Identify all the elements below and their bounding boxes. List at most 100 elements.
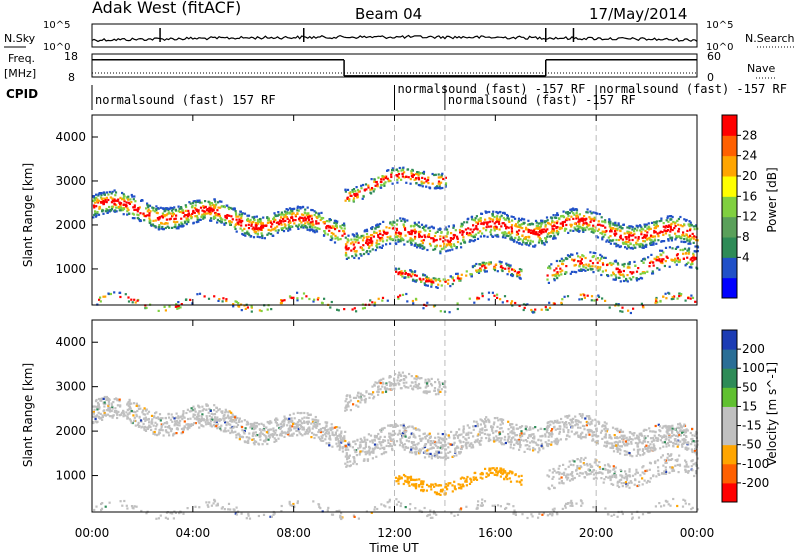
velocity-point	[224, 408, 227, 411]
power-point	[365, 228, 368, 231]
velocity-point	[179, 419, 182, 422]
power-point	[581, 254, 584, 257]
velocity-point	[440, 441, 443, 444]
power-point	[621, 238, 624, 241]
velocity-point	[413, 447, 416, 450]
power-point	[185, 223, 188, 226]
velocity-point	[222, 417, 225, 420]
power-point	[588, 216, 591, 219]
power-point	[249, 218, 252, 222]
power-point	[479, 235, 482, 238]
power-point	[633, 232, 636, 235]
power-point	[478, 219, 481, 223]
velocity-point	[468, 444, 471, 447]
power-point	[235, 215, 238, 218]
power-point	[487, 263, 490, 266]
velocity-point	[180, 415, 183, 418]
power-point	[298, 219, 301, 222]
power-point	[687, 248, 690, 251]
power-point	[241, 232, 244, 236]
power-point	[552, 232, 555, 235]
power-point	[218, 298, 221, 301]
power-point	[619, 245, 622, 248]
power-point	[694, 225, 697, 228]
velocity-point	[417, 449, 420, 452]
velocity-point	[407, 446, 410, 449]
power-point	[253, 228, 256, 231]
power-point	[315, 215, 318, 219]
power-point	[506, 216, 509, 219]
power-point	[517, 238, 520, 241]
power-point	[403, 220, 407, 223]
power-point	[356, 193, 359, 196]
power-point	[661, 261, 664, 265]
velocity-point	[484, 424, 487, 427]
power-point	[310, 225, 313, 228]
power-point	[136, 210, 139, 213]
power-point	[161, 225, 164, 229]
power-point	[690, 263, 693, 266]
velocity-point	[274, 431, 277, 435]
power-point	[395, 270, 398, 273]
power-point	[618, 271, 621, 274]
velocity-point	[517, 438, 521, 441]
velocity-point	[329, 427, 332, 430]
power-point	[612, 271, 615, 274]
power-point	[611, 227, 614, 230]
power-point	[585, 263, 588, 266]
velocity-point	[379, 435, 382, 438]
power-point	[510, 237, 514, 240]
power-point	[376, 185, 379, 188]
velocity-point	[263, 429, 266, 432]
velocity-point	[383, 451, 386, 454]
velocity-point	[455, 454, 458, 457]
power-point	[148, 212, 151, 215]
velocity-point	[126, 413, 130, 416]
velocity-point	[229, 426, 232, 430]
velocity-point	[110, 404, 113, 407]
power-point	[473, 301, 476, 304]
power-point	[277, 221, 280, 224]
power-point	[217, 206, 220, 209]
power-point	[468, 297, 471, 300]
velocity-point	[534, 441, 537, 444]
power-point	[688, 224, 691, 228]
velocity-point	[471, 444, 474, 447]
velocity-point	[434, 436, 437, 439]
power-point	[631, 228, 634, 231]
power-point	[296, 212, 299, 215]
power-point	[599, 232, 602, 235]
power-point	[233, 208, 236, 211]
power-point	[362, 183, 365, 187]
power-point	[303, 211, 306, 214]
velocity-point	[524, 439, 527, 442]
power-point	[409, 182, 412, 185]
power-point	[192, 200, 195, 203]
velocity-point	[230, 417, 233, 420]
velocity-point	[559, 427, 562, 431]
velocity-point	[324, 438, 327, 441]
power-point	[274, 229, 277, 232]
power-point	[580, 227, 583, 230]
velocity-point	[662, 445, 665, 448]
power-point	[362, 236, 365, 239]
y-tick-label: 4000	[55, 130, 86, 144]
power-point	[174, 221, 177, 224]
velocity-point	[366, 459, 369, 462]
power-point	[349, 242, 353, 245]
velocity-point	[479, 418, 482, 421]
power-point	[676, 253, 679, 256]
velocity-point	[427, 433, 430, 436]
power-point	[664, 292, 667, 295]
velocity-point	[305, 432, 308, 435]
power-point	[577, 255, 580, 258]
power-point	[391, 167, 394, 170]
power-point	[233, 225, 236, 228]
velocity-point	[613, 441, 616, 444]
power-point	[427, 176, 430, 179]
power-point	[306, 212, 309, 215]
velocity-point	[374, 447, 377, 450]
power-point	[495, 218, 498, 221]
power-point	[369, 188, 372, 191]
velocity-point	[155, 416, 158, 420]
